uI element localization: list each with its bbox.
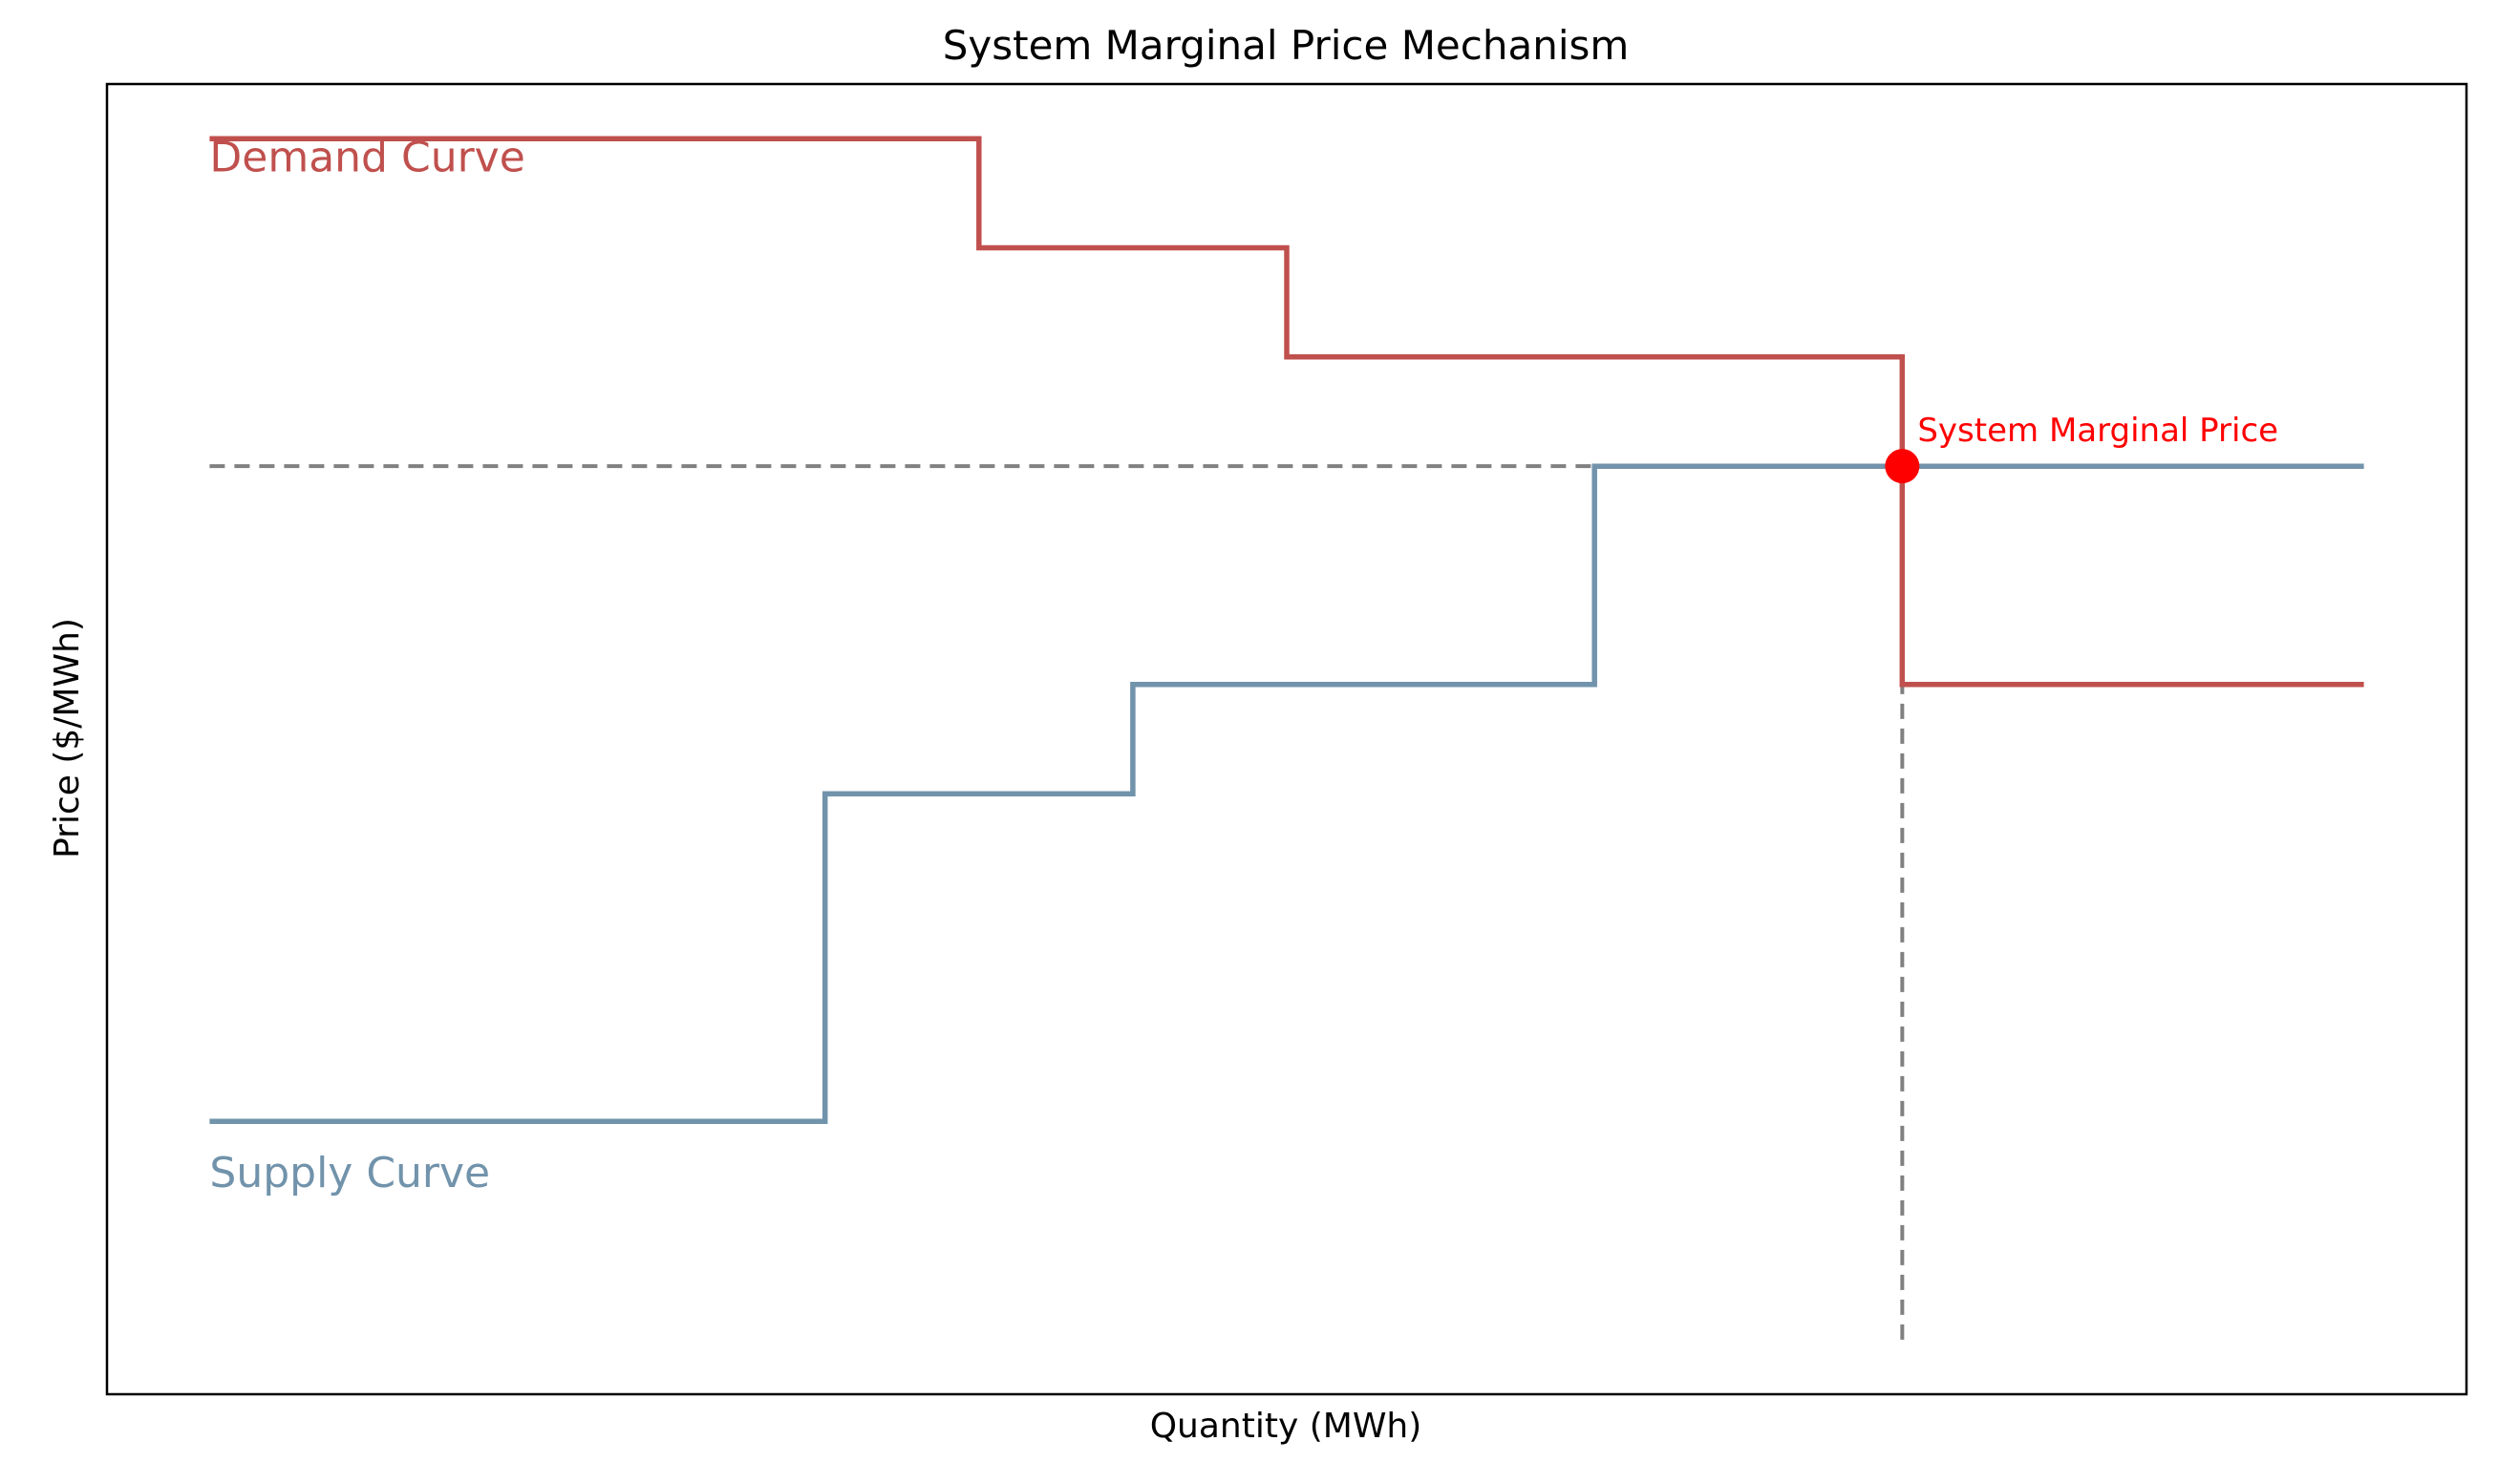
chart-title: System Marginal Price Mechanism	[943, 22, 1630, 69]
plot-area: System Marginal Price Demand Curve Supply …	[209, 133, 2364, 1340]
x-axis-label: Quantity (MWh)	[1150, 1407, 1422, 1446]
demand-curve-label: Demand Curve	[209, 133, 524, 181]
axes-frame	[105, 82, 2468, 1396]
supply-curve-line	[209, 463, 2364, 1124]
supply-curve-label: Supply Curve	[209, 1149, 490, 1198]
y-axis-label: Price ($/MWh)	[48, 618, 87, 859]
smp-intersection-point	[1885, 449, 1920, 484]
smp-annotation: System Marginal Price	[1917, 412, 2278, 450]
demand-curve-line	[209, 136, 2364, 688]
